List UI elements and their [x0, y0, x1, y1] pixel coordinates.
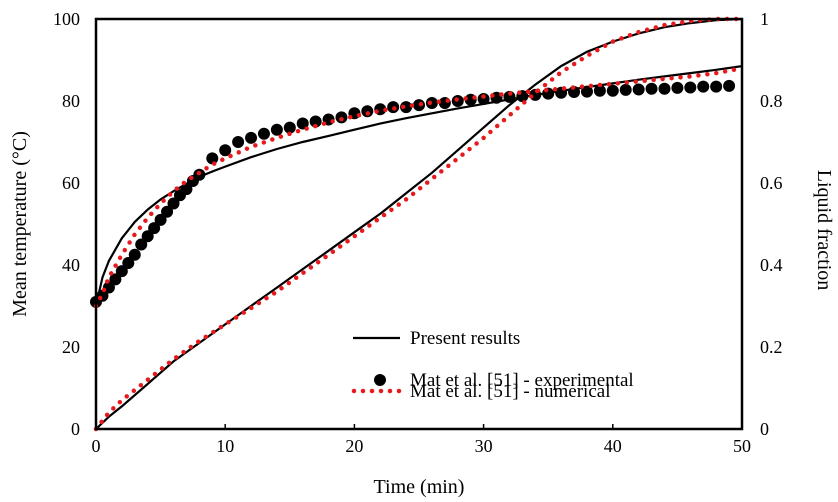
y-tick-label: 0 — [71, 419, 80, 439]
legend-label: Mat et al. [51] - experimental — [410, 370, 634, 391]
legend-item: Present results — [353, 328, 520, 349]
legend-label: Present results — [410, 328, 520, 349]
y2-axis-title: Liquid fraction — [813, 170, 835, 291]
experimental-point — [632, 83, 645, 96]
experimental-point — [580, 85, 593, 98]
experimental-point — [161, 205, 174, 218]
experimental-point — [135, 238, 148, 251]
experimental-point — [593, 84, 606, 97]
experimental-point — [141, 230, 154, 243]
y-tick-label: 100 — [53, 9, 80, 29]
experimental-point — [148, 222, 161, 235]
experimental-point — [723, 79, 736, 92]
experimental-point — [232, 136, 245, 148]
plot-frame — [94, 17, 744, 431]
experimental-point — [309, 115, 322, 128]
x-tick-label: 0 — [92, 436, 101, 456]
experimental-point — [115, 265, 128, 278]
experimental-point — [684, 81, 697, 94]
experimental-point — [154, 213, 167, 226]
legend: Present results Mat et al. [51] - experim… — [351, 328, 634, 402]
legend-label: Mat et al. [51] - numerical — [410, 381, 610, 402]
y2-tick-label: 0.2 — [760, 337, 783, 357]
experimental-point — [283, 121, 296, 134]
ticks-layer: 0 10 20 30 40 50 0 20 40 60 80 100 0 0.2 0.4 0.6 0.8 1 — [53, 9, 783, 456]
experimental-point — [400, 101, 413, 114]
y-tick-label: 80 — [62, 91, 80, 111]
numerical-series-line — [93, 16, 745, 432]
x-tick-label: 20 — [345, 436, 363, 456]
x-tick-label: 40 — [604, 436, 622, 456]
legend-item: Mat et al. [51] - numerical — [351, 381, 610, 402]
experimental-point — [245, 131, 258, 144]
experimental-point — [619, 83, 632, 96]
legend-item: Mat et al. [51] - experimental — [374, 370, 634, 391]
y-tick-label: 60 — [62, 173, 80, 193]
experimental-point — [206, 152, 219, 165]
experimental-point — [219, 144, 232, 157]
x-tick-label: 50 — [733, 436, 751, 456]
y-axis-title: Mean temperature (°C) — [9, 131, 31, 317]
experimental-point — [257, 127, 270, 140]
x-tick-label: 10 — [216, 436, 234, 456]
experimental-point — [167, 197, 180, 210]
experimental-point — [128, 248, 141, 261]
y-tick-label: 40 — [62, 255, 80, 275]
x-axis-title: Time (min) — [374, 476, 465, 498]
legend-swatch-marker — [374, 374, 386, 386]
experimental-point — [645, 82, 658, 95]
experimental-point — [606, 84, 619, 97]
experimental-point — [697, 80, 710, 93]
experimental-point — [109, 273, 122, 286]
y2-tick-label: 0.6 — [760, 173, 783, 193]
y2-tick-label: 0.4 — [760, 255, 783, 275]
experimental-point — [180, 183, 193, 196]
plot-content — [90, 16, 745, 432]
experimental-point — [710, 80, 723, 93]
experimental-point — [122, 256, 135, 269]
experimental-point — [671, 81, 684, 94]
experimental-point — [477, 92, 490, 105]
y-tick-label: 20 — [62, 337, 80, 357]
experimental-point — [270, 123, 283, 136]
y2-tick-label: 1 — [760, 9, 769, 29]
experimental-point — [658, 82, 671, 95]
experimental-point — [568, 85, 581, 98]
y2-tick-label: 0 — [760, 419, 769, 439]
numerical-series-line — [93, 65, 745, 309]
x-tick-label: 30 — [475, 436, 493, 456]
y2-tick-label: 0.8 — [760, 91, 783, 111]
